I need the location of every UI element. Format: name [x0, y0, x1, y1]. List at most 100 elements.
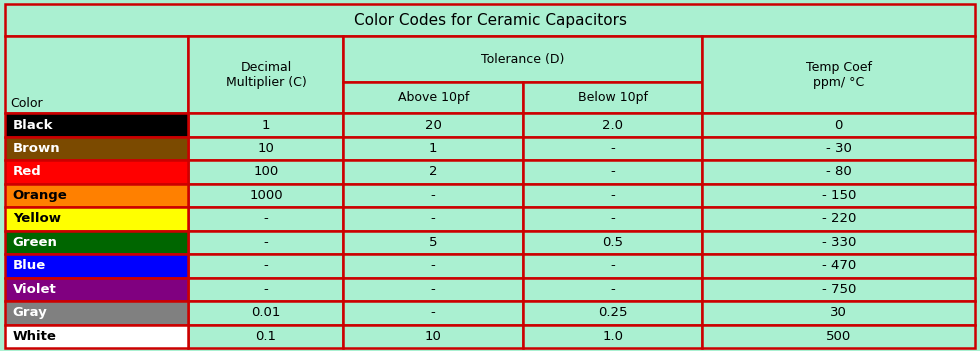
Bar [5, 184, 188, 207]
Bar [523, 160, 703, 184]
Text: Yellow: Yellow [13, 212, 61, 225]
Text: 0.1: 0.1 [256, 330, 276, 343]
Text: -: - [611, 165, 615, 179]
Text: 2.0: 2.0 [603, 119, 623, 132]
Text: - 30: - 30 [826, 142, 852, 155]
Bar [523, 113, 703, 137]
Bar [5, 301, 188, 325]
Text: -: - [611, 283, 615, 296]
Text: -: - [431, 259, 436, 272]
Bar [188, 278, 344, 301]
Text: - 330: - 330 [821, 236, 856, 249]
Text: Red: Red [13, 165, 41, 179]
Text: - 470: - 470 [821, 259, 856, 272]
Text: -: - [264, 236, 269, 249]
Bar [188, 113, 344, 137]
Text: - 150: - 150 [821, 189, 856, 202]
Bar [5, 254, 188, 278]
Text: 100: 100 [253, 165, 278, 179]
Bar [344, 207, 523, 231]
Bar [523, 207, 703, 231]
Bar [5, 160, 188, 184]
Bar [188, 207, 344, 231]
Bar [5, 231, 188, 254]
Text: Green: Green [13, 236, 58, 249]
Bar [703, 36, 975, 113]
Bar [523, 82, 703, 113]
Bar [703, 254, 975, 278]
Bar [5, 137, 188, 160]
Bar [188, 160, 344, 184]
Text: 5: 5 [429, 236, 437, 249]
Text: - 220: - 220 [821, 212, 856, 225]
Text: -: - [431, 306, 436, 319]
Text: -: - [611, 259, 615, 272]
Text: -: - [431, 212, 436, 225]
Bar [703, 278, 975, 301]
Text: Above 10pf: Above 10pf [398, 91, 469, 104]
Text: 0.25: 0.25 [598, 306, 627, 319]
Text: 10: 10 [258, 142, 274, 155]
Text: Temp Coef
ppm/ °C: Temp Coef ppm/ °C [806, 61, 872, 88]
Bar [5, 4, 975, 36]
Text: 0.5: 0.5 [603, 236, 623, 249]
Bar [523, 254, 703, 278]
Text: -: - [264, 259, 269, 272]
Bar [703, 207, 975, 231]
Bar [703, 231, 975, 254]
Text: Gray: Gray [13, 306, 47, 319]
Text: Brown: Brown [13, 142, 61, 155]
Text: 1: 1 [262, 119, 270, 132]
Bar [523, 231, 703, 254]
Bar [523, 325, 703, 348]
Text: Orange: Orange [13, 189, 68, 202]
Text: Below 10pf: Below 10pf [578, 91, 648, 104]
Text: -: - [611, 142, 615, 155]
Bar [5, 113, 188, 137]
Text: 1000: 1000 [249, 189, 282, 202]
Text: 20: 20 [424, 119, 442, 132]
Text: 0: 0 [835, 119, 843, 132]
Bar [344, 325, 523, 348]
Bar [344, 254, 523, 278]
Text: Decimal
Multiplier (C): Decimal Multiplier (C) [225, 61, 307, 88]
Text: 30: 30 [830, 306, 848, 319]
Bar [344, 184, 523, 207]
Bar [344, 113, 523, 137]
Text: -: - [431, 189, 436, 202]
Bar [344, 82, 523, 113]
Bar [188, 325, 344, 348]
Text: 2: 2 [429, 165, 437, 179]
Bar [344, 278, 523, 301]
Bar [188, 36, 344, 113]
Bar [344, 160, 523, 184]
Bar [523, 137, 703, 160]
Bar [344, 231, 523, 254]
Text: -: - [611, 189, 615, 202]
Text: 0.01: 0.01 [251, 306, 280, 319]
Text: - 750: - 750 [821, 283, 856, 296]
Bar [188, 231, 344, 254]
Bar [703, 184, 975, 207]
Bar [188, 184, 344, 207]
Text: 10: 10 [424, 330, 442, 343]
Bar [703, 325, 975, 348]
Bar [5, 207, 188, 231]
Text: -: - [431, 283, 436, 296]
Text: 1: 1 [429, 142, 437, 155]
Bar [703, 113, 975, 137]
Bar [703, 137, 975, 160]
Bar [5, 278, 188, 301]
Bar [344, 137, 523, 160]
Text: 1.0: 1.0 [603, 330, 623, 343]
Bar [5, 325, 188, 348]
Bar [188, 137, 344, 160]
Text: White: White [13, 330, 57, 343]
Bar [523, 278, 703, 301]
Bar [188, 254, 344, 278]
Bar [188, 301, 344, 325]
Bar [523, 301, 703, 325]
Bar [344, 36, 703, 82]
Text: Color: Color [10, 98, 42, 111]
Bar [344, 301, 523, 325]
